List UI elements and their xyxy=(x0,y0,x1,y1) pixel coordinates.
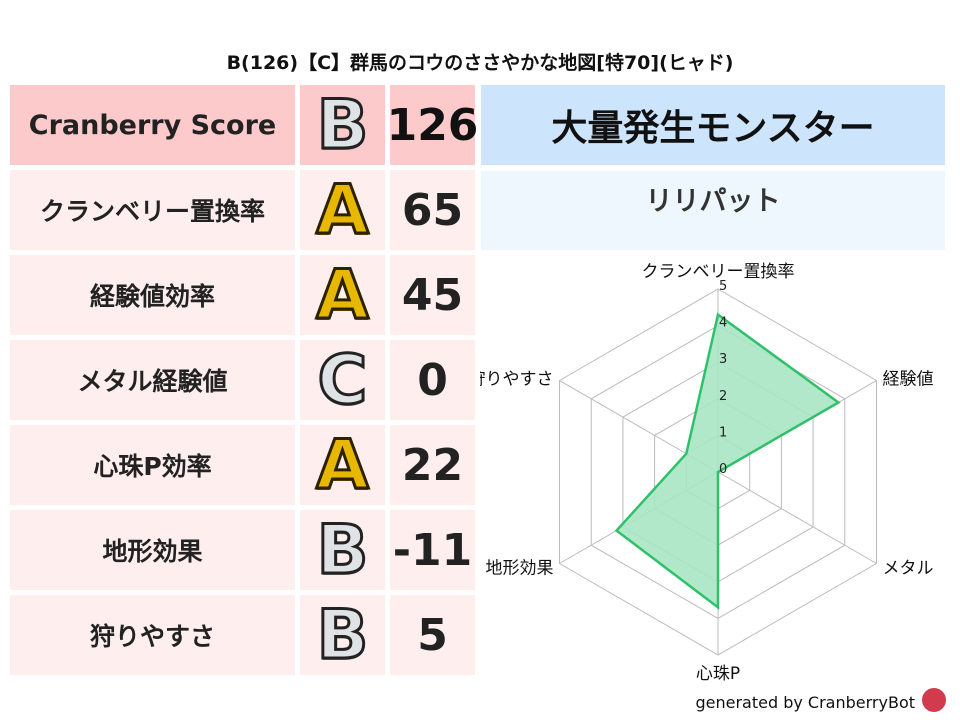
cranberrybot-logo-icon xyxy=(922,688,946,712)
metric-grade: B xyxy=(300,594,385,676)
metric-label: 心珠P効率 xyxy=(10,425,295,505)
axis-label: 地形効果 xyxy=(486,559,554,579)
metric-label: 狩りやすさ xyxy=(10,595,295,675)
metric-value: 45 xyxy=(390,255,475,335)
grid-spoke xyxy=(717,471,877,564)
metric-grade: A xyxy=(300,169,385,251)
page-title: B(126)【C】群馬のコウのささやかな地図[特70](ヒャド) xyxy=(226,52,734,74)
tick-label: 2 xyxy=(719,389,727,404)
tick-label: 0 xyxy=(719,462,727,477)
axis-label: メタル xyxy=(882,559,933,579)
axis-label: 経験値 xyxy=(882,370,933,390)
score-grade: B xyxy=(300,84,385,166)
tick-label: 5 xyxy=(719,279,727,294)
monster-header: 大量発生モンスター xyxy=(481,85,945,165)
metric-label: 経験値効率 xyxy=(10,255,295,335)
metric-label: 地形効果 xyxy=(10,510,295,590)
tick-label: 4 xyxy=(719,316,727,331)
axis-label: 心珠P xyxy=(696,664,740,684)
metric-grade: A xyxy=(300,254,385,336)
score-value: 126 xyxy=(387,85,478,165)
score-label: Cranberry Score xyxy=(10,85,295,165)
metric-grade: A xyxy=(300,424,385,506)
axis-label: クランベリー置換率 xyxy=(642,262,795,282)
metric-value: 0 xyxy=(390,340,475,420)
metric-value: -11 xyxy=(390,510,475,590)
metric-grade: C xyxy=(300,339,385,421)
metric-value: 5 xyxy=(390,595,475,675)
footer-credit: generated by CranberryBot xyxy=(695,693,915,712)
axis-label: 狩りやすさ xyxy=(480,370,554,390)
metric-grade: B xyxy=(300,509,385,591)
tick-label: 1 xyxy=(719,425,727,440)
tick-label: 3 xyxy=(719,352,727,367)
metric-label: クランベリー置換率 xyxy=(10,170,295,250)
metric-value: 65 xyxy=(390,170,475,250)
monster-name: リリパット xyxy=(481,171,945,250)
data-series-polygon xyxy=(614,312,841,610)
metric-value: 22 xyxy=(390,425,475,505)
metric-label: メタル経験値 xyxy=(10,340,295,420)
